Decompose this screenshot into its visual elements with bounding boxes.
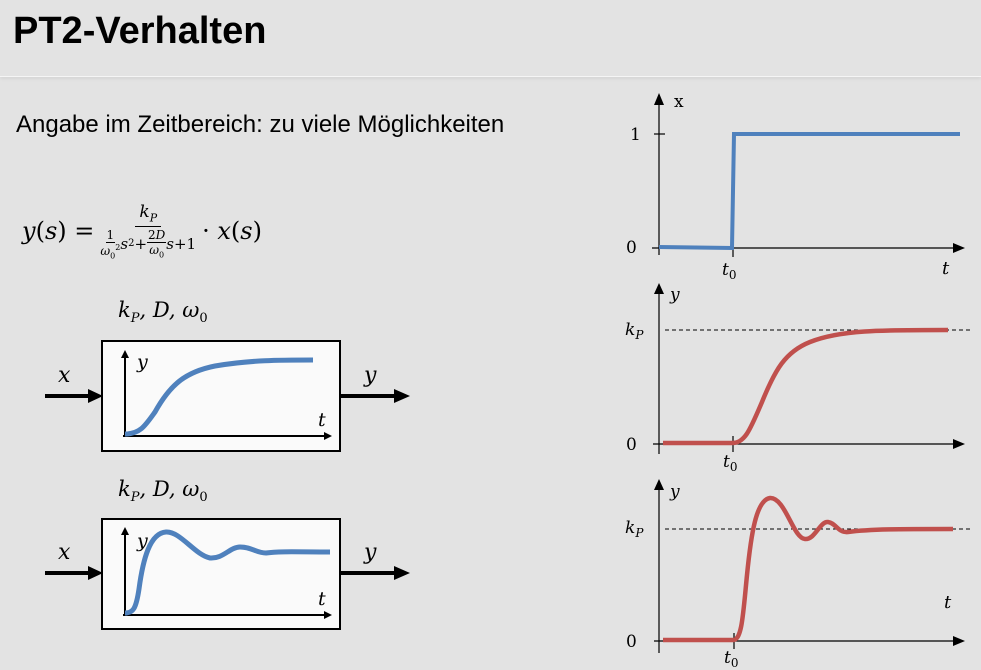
slide-title: PT2-Verhalten <box>13 10 267 52</box>
formula-paren: ( <box>35 217 45 245</box>
formula-denominator: 1 ω02 s 2 + 2D ω0 s +1 <box>100 227 197 260</box>
chart-oscillating-response: y kP 0 t t0 <box>625 479 970 670</box>
block2-params: kP, D, ω0 <box>118 477 208 506</box>
subtitle: Angabe im Zeitbereich: zu viele Möglichk… <box>16 111 505 138</box>
y-label-x: x <box>674 92 684 112</box>
x-axis-arrow-icon <box>953 636 965 646</box>
aperiodic-curve <box>124 357 314 437</box>
slide-header: PT2-Verhalten <box>0 0 981 77</box>
inner-t-label: t <box>318 588 326 610</box>
output-arrow <box>340 389 410 403</box>
chart-step-input: x 1 0 t0 t <box>626 92 965 282</box>
input-arrow <box>45 389 103 403</box>
y-label: y <box>669 285 680 305</box>
x-label-t: t <box>942 258 950 279</box>
tick-t0: t0 <box>724 648 738 670</box>
formula-s: s <box>44 217 58 245</box>
formula-rhs: · x(s) <box>202 217 262 245</box>
oscillating-response-curve <box>663 495 954 643</box>
x-axis-arrow-icon <box>953 243 965 253</box>
oscillating-curve <box>124 529 331 616</box>
tick-1: 1 <box>630 125 641 145</box>
input-label-x: x <box>58 363 71 388</box>
tick-kp: kP <box>625 320 644 342</box>
formula-numerator: kP <box>135 202 162 227</box>
chart-aperiodic-response: y kP 0 t0 <box>625 283 970 474</box>
output-label-y: y <box>363 540 377 565</box>
frac-1-over-w0sq: 1 ω02 <box>100 227 121 260</box>
y-axis-arrow-icon <box>654 93 664 105</box>
transfer-function-formula: y(s) = kP 1 ω02 s 2 + 2D ω0 s +1 · x(s) <box>22 196 262 266</box>
inner-y-label: y <box>136 530 148 552</box>
output-label-y: y <box>363 363 377 388</box>
x-axis-arrow-icon <box>953 439 965 449</box>
input-label-x: x <box>58 540 71 565</box>
frac-2D-over-w0: 2D ω0 <box>147 228 167 260</box>
y-axis-arrow-icon <box>654 283 664 294</box>
formula-fraction: kP 1 ω02 s 2 + 2D ω0 s +1 <box>100 202 196 260</box>
step-curve <box>658 132 960 251</box>
y-axis-arrow-icon <box>654 479 664 490</box>
block1-params: kP, D, ω0 <box>118 298 208 327</box>
aperiodic-response-curve <box>663 327 949 446</box>
tick-0: 0 <box>626 632 637 652</box>
inner-t-label: t <box>318 409 326 431</box>
tick-t0: t0 <box>722 260 736 282</box>
y-label: y <box>669 482 680 502</box>
tick-0: 0 <box>626 238 637 258</box>
formula-paren: ) = <box>57 217 95 245</box>
input-arrow <box>45 566 103 580</box>
block2-diagram: x y y t <box>45 518 410 630</box>
tick-kp: kP <box>625 518 644 540</box>
x-label-t: t <box>944 592 952 613</box>
tick-0: 0 <box>626 435 637 455</box>
block1-diagram: x y y t <box>45 340 410 452</box>
tick-t0: t0 <box>723 452 737 474</box>
output-arrow <box>340 566 410 580</box>
formula-lhs: y <box>22 217 36 245</box>
inner-y-label: y <box>136 351 148 373</box>
